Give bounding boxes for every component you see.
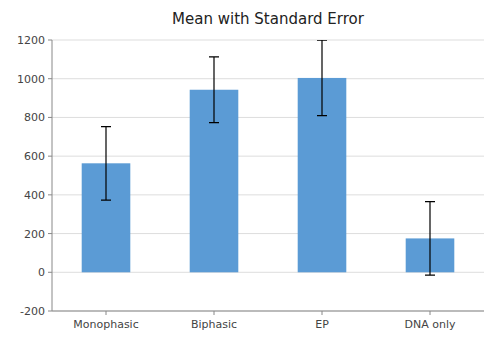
y-tick-label: -200 xyxy=(20,305,45,318)
grid-line xyxy=(52,156,484,157)
x-tick xyxy=(106,311,107,315)
grid-line xyxy=(52,117,484,118)
title: Mean with Standard Error xyxy=(172,10,365,28)
grid-line xyxy=(52,40,484,41)
y-tick xyxy=(48,194,52,195)
grid-line xyxy=(52,78,484,79)
y-tick xyxy=(48,117,52,118)
y-tick xyxy=(48,272,52,273)
y-tick xyxy=(48,233,52,234)
y-tick-label: 200 xyxy=(24,228,45,241)
grid-line xyxy=(52,311,484,312)
x-tick xyxy=(214,311,215,315)
y-tick-label: 1000 xyxy=(17,73,45,86)
x-tick-label: Monophasic xyxy=(73,318,138,331)
y-tick xyxy=(48,78,52,79)
chart-svg: Mean with Standard Error -200 0 200 400 600 80… xyxy=(0,0,500,343)
x-axis: Monophasic Biphasic EP DNA only xyxy=(73,311,456,331)
y-tick xyxy=(48,40,52,41)
bars xyxy=(82,40,455,275)
x-tick xyxy=(322,311,323,315)
chart-container: Mean with Standard Error -200 0 200 400 600 80… xyxy=(0,0,500,343)
x-tick-label: Biphasic xyxy=(191,318,237,331)
y-axis-line xyxy=(52,40,53,311)
y-tick-label: 1200 xyxy=(17,34,45,47)
error-bar xyxy=(317,40,327,115)
x-tick xyxy=(430,311,431,315)
y-tick-label: 0 xyxy=(38,266,45,279)
y-tick xyxy=(48,156,52,157)
x-tick-label: DNA only xyxy=(405,318,456,331)
y-tick-label: 400 xyxy=(24,189,45,202)
y-tick-label: 600 xyxy=(24,150,45,163)
x-tick-label: EP xyxy=(315,318,329,331)
y-tick-label: 800 xyxy=(24,111,45,124)
x-axis-line xyxy=(52,311,484,312)
error-bar xyxy=(209,57,219,123)
error-bar xyxy=(425,202,435,276)
error-bar xyxy=(101,127,111,201)
y-axis: -200 0 200 400 600 800 1000 1200 xyxy=(17,34,484,318)
y-tick xyxy=(48,311,52,312)
